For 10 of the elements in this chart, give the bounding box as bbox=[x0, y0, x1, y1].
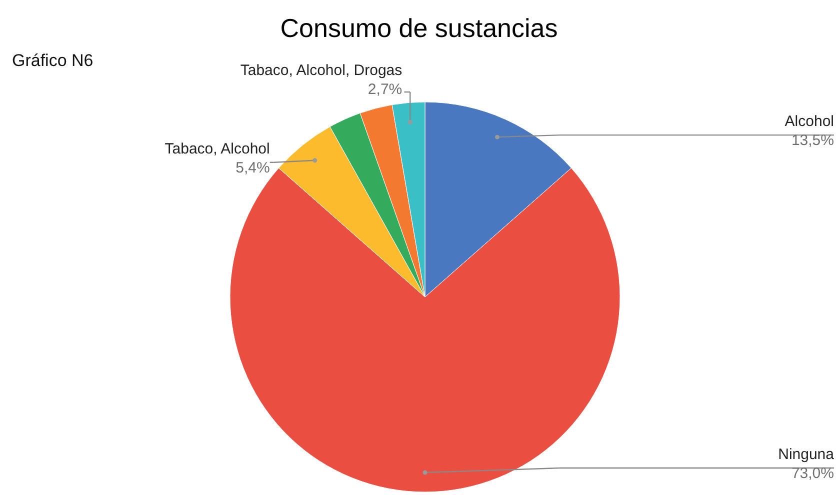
data-label: 5,4% bbox=[236, 159, 270, 176]
slice-label: Ninguna bbox=[778, 446, 835, 463]
slice-label: Tabaco, Alcohol bbox=[164, 140, 270, 158]
chart-title: Consumo de sustancias bbox=[280, 13, 558, 43]
data-label: 2,7% bbox=[368, 81, 402, 98]
chart-subtitle: Gráfico N6 bbox=[12, 51, 94, 70]
data-label: 13,5% bbox=[791, 132, 834, 150]
data-label: 73,0% bbox=[791, 465, 834, 482]
slice-label: Tabaco, Alcohol, Drogas bbox=[240, 62, 402, 79]
slice-label: Alcohol bbox=[784, 113, 834, 130]
